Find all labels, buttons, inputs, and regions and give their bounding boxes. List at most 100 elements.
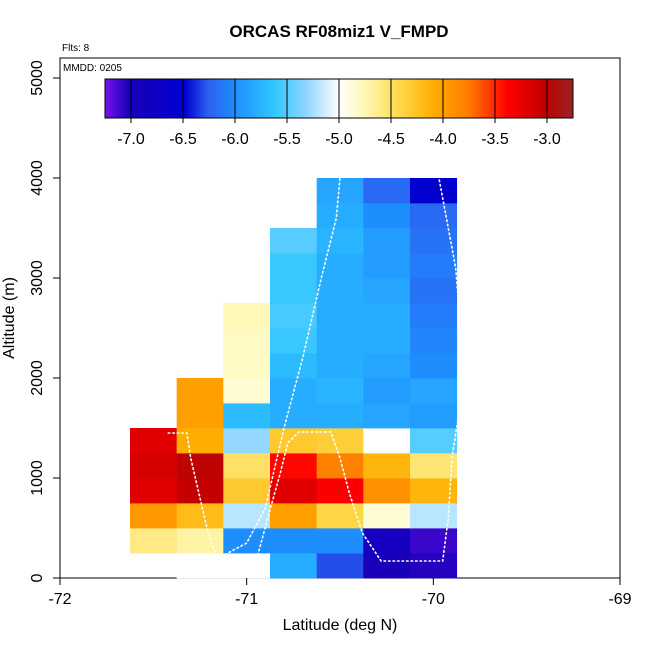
x-tick-label: -70: [422, 591, 445, 608]
heatmap-cell: [363, 203, 411, 229]
heatmap-cell: [410, 378, 458, 404]
y-tick-label: 1000: [29, 460, 46, 496]
colorbar-tick-label: -6.5: [169, 131, 197, 148]
heatmap-cell: [223, 428, 271, 454]
heatmap-cell: [316, 403, 364, 429]
heatmap-cell: [410, 328, 458, 354]
x-tick-label: -69: [608, 591, 631, 608]
heatmap-cell: [410, 403, 458, 429]
y-tick-label: 5000: [29, 60, 46, 96]
colorbar-tick-label: -4.0: [429, 131, 457, 148]
heatmap-cell: [363, 528, 411, 554]
heatmap-cell: [270, 228, 318, 254]
heatmap-cell: [223, 478, 271, 504]
y-tick-label: 2000: [29, 360, 46, 396]
colorbar-tick-label: -5.0: [325, 131, 353, 148]
heatmap-cell: [223, 378, 271, 404]
heatmap-cell: [223, 553, 271, 579]
heatmap-cell: [130, 478, 178, 504]
heatmap-cell: [363, 378, 411, 404]
heatmap-cell: [316, 503, 364, 529]
x-tick-label: -71: [235, 591, 258, 608]
heatmap-cell: [410, 178, 458, 204]
heatmap-cell: [270, 253, 318, 279]
heatmap-cell: [270, 278, 318, 304]
heatmap-cell: [176, 403, 224, 429]
heatmap-cell: [270, 553, 318, 579]
heatmap-cell: [410, 553, 458, 579]
heatmap-cell: [363, 428, 411, 454]
heatmap-cell: [270, 453, 318, 479]
heatmap-cell: [223, 303, 271, 329]
heatmap-cell: [363, 353, 411, 379]
heatmap-cell: [410, 503, 458, 529]
flight-track: [167, 177, 463, 564]
heatmap-cell: [223, 503, 271, 529]
heatmap-cell: [223, 528, 271, 554]
heatmap-cell: [316, 353, 364, 379]
heatmap-cell: [270, 503, 318, 529]
y-axis-label: Altitude (m): [1, 277, 18, 359]
heatmap-cell: [223, 403, 271, 429]
heatmap-cell: [316, 228, 364, 254]
heatmap-cell: [176, 528, 224, 554]
heatmap-cell: [176, 378, 224, 404]
heatmap-cell: [270, 328, 318, 354]
colorbar-ticks: -7.0 -6.5 -6.0 -5.5 -5.0 -4.5 -4.0 -3.5 -3.0: [117, 79, 561, 148]
heatmap-cell: [316, 253, 364, 279]
colorbar-tick-label: -3.0: [533, 131, 561, 148]
heatmap-cell: [363, 403, 411, 429]
heatmap-cell: [410, 303, 458, 329]
heatmap-cell: [363, 503, 411, 529]
heatmap-cell: [176, 553, 224, 579]
heatmap-cell: [176, 503, 224, 529]
x-axis-label: Latitude (deg N): [283, 617, 398, 634]
heatmap-cell: [316, 303, 364, 329]
heatmap-cell: [363, 328, 411, 354]
colorbar-tick-label: -7.0: [117, 131, 145, 148]
y-tick-label: 4000: [29, 160, 46, 196]
heatmap-cell: [316, 203, 364, 229]
heatmap-cell: [410, 253, 458, 279]
heatmap-cell: [223, 453, 271, 479]
heatmap-cell: [316, 178, 364, 204]
heatmap-cell: [410, 453, 458, 479]
heatmap-cell: [316, 378, 364, 404]
heatmap-cell: [316, 278, 364, 304]
heatmap-cell: [316, 328, 364, 354]
heatmap-cell: [363, 228, 411, 254]
chart-title: ORCAS RF08miz1 V_FMPD: [229, 22, 448, 41]
heatmap-cell: [130, 503, 178, 529]
heatmap-cell: [130, 528, 178, 554]
heatmap-cell: [316, 528, 364, 554]
heatmap-cell: [363, 303, 411, 329]
heatmap-cell: [410, 528, 458, 554]
heatmap-cell: [176, 428, 224, 454]
heatmap-cell: [410, 278, 458, 304]
heatmap-cell: [176, 453, 224, 479]
colorbar-tick-label: -3.5: [481, 131, 509, 148]
date-annotation: MMDD: 0205: [63, 63, 122, 74]
heatmap-cell: [363, 253, 411, 279]
flights-annotation: Flts: 8: [62, 43, 90, 54]
heatmap-cell: [363, 453, 411, 479]
heatmap-cell: [270, 353, 318, 379]
colorbar-tick-label: -6.0: [221, 131, 249, 148]
x-axis: -72 -71 -70 -69: [48, 578, 632, 608]
heatmap-cell: [270, 528, 318, 554]
heatmap-cell: [363, 478, 411, 504]
heatmap-cell: [270, 403, 318, 429]
heatmap-cell: [410, 353, 458, 379]
colorbar: -7.0 -6.5 -6.0 -5.5 -5.0 -4.5 -4.0 -3.5 -3.0: [104, 78, 574, 148]
heatmap-cell: [316, 553, 364, 579]
y-axis: 0 1000 2000 3000 4000 5000: [29, 60, 60, 582]
heatmap-cells: [130, 178, 458, 579]
heatmap-cell: [270, 428, 318, 454]
heatmap-cell: [363, 278, 411, 304]
heatmap-cell: [363, 553, 411, 579]
y-tick-label: 0: [29, 573, 46, 582]
heatmap-cell: [223, 353, 271, 379]
heatmap-cell: [223, 328, 271, 354]
colorbar-tick-label: -4.5: [377, 131, 405, 148]
